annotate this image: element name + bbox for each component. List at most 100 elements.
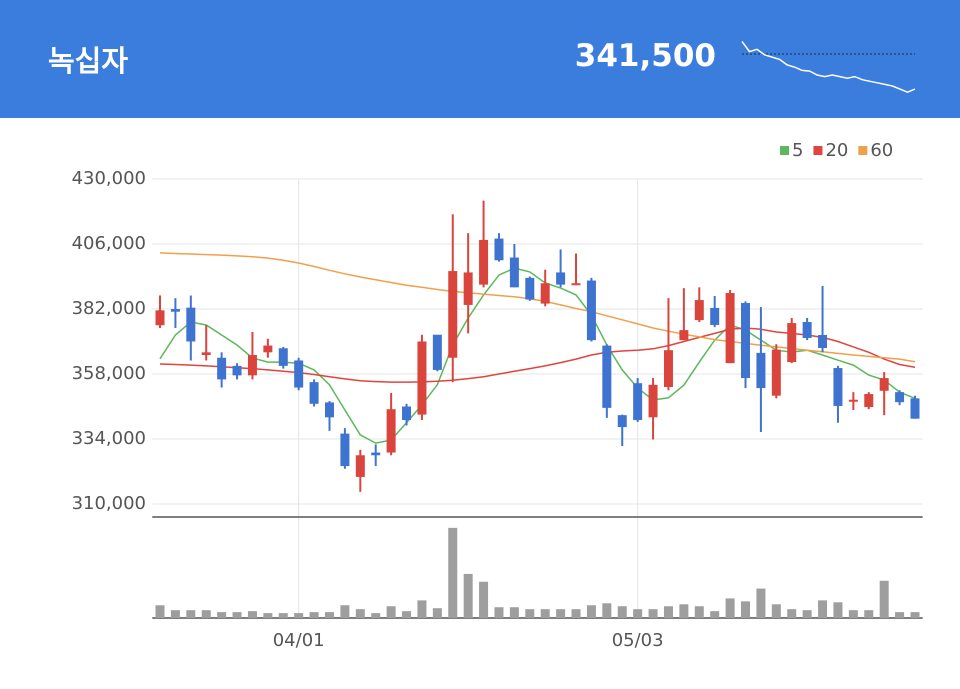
candle-body (679, 330, 689, 341)
x-tick-label: 04/01 (273, 630, 325, 651)
volume-bar (833, 602, 843, 618)
candle-body (324, 402, 334, 418)
candle-body (648, 384, 658, 418)
candle-body (895, 392, 905, 403)
candle-body (725, 293, 735, 364)
volume-bar (617, 606, 627, 618)
volume-bar (494, 607, 504, 618)
volume-bar (309, 612, 319, 618)
volume-bar (201, 610, 211, 618)
candle-body (448, 271, 458, 358)
ma-line (159, 267, 916, 444)
legend-swatch (858, 146, 868, 155)
candle-body (633, 383, 643, 421)
candle-body (417, 341, 427, 415)
stock-price: 341,500 (574, 38, 716, 74)
volume-bar (217, 612, 227, 618)
legend-swatch (813, 146, 823, 155)
volume-bar (278, 613, 288, 618)
candle-body (247, 355, 257, 376)
candle-body (509, 257, 519, 288)
volume-bar (355, 609, 365, 618)
candle-body (217, 357, 227, 380)
y-tick-label: 334,000 (72, 428, 146, 449)
volume-bar (263, 613, 273, 618)
x-tick-label: 05/03 (612, 630, 664, 651)
volume-bar (602, 603, 612, 618)
candle-body (879, 378, 889, 391)
volume-bar (802, 610, 812, 618)
legend-label: 5 (792, 140, 803, 161)
candle-body (386, 409, 396, 453)
volume-bar (648, 609, 658, 618)
candle-body (170, 309, 180, 312)
volume-bar (663, 606, 673, 618)
candle-body (309, 382, 319, 404)
volume-bar (402, 611, 412, 618)
candle-body (586, 280, 596, 341)
legend-label: 20 (825, 140, 848, 161)
volume-bar (879, 580, 889, 618)
candle-body (402, 406, 412, 421)
candle-body (355, 455, 365, 477)
volume-bar (586, 605, 596, 618)
volume-bar (371, 613, 381, 618)
candle-body (571, 283, 581, 286)
candle-body (617, 415, 627, 428)
stock-name: 녹십자 (48, 44, 129, 78)
volume-bar (571, 609, 581, 618)
volume-bar (725, 598, 735, 618)
sparkline (741, 41, 916, 94)
candle-body (479, 239, 489, 285)
candle-body (340, 433, 350, 467)
candle-body (371, 452, 381, 456)
y-tick-label: 382,000 (72, 298, 146, 319)
legend-label: 60 (870, 140, 893, 161)
volume-bar (294, 613, 304, 618)
candle-body (694, 300, 704, 321)
volume-bar (771, 604, 781, 618)
volume-bar (556, 609, 566, 618)
candle-body (663, 350, 673, 387)
candle-body (756, 352, 766, 389)
volume-bar (741, 601, 751, 618)
volume-bar (525, 609, 535, 618)
candle-body (278, 348, 288, 366)
candle-body (864, 394, 874, 408)
volume-bar (895, 612, 905, 618)
volume-bar (463, 573, 473, 618)
volume-bar (170, 610, 180, 618)
candle-body (741, 303, 751, 379)
candle-body (525, 277, 535, 300)
candle-body (848, 399, 858, 402)
volume-bar (155, 605, 165, 618)
y-tick-label: 358,000 (72, 363, 146, 384)
candle-body (494, 238, 504, 261)
volume-bar (710, 611, 720, 618)
volume-bar (479, 581, 489, 618)
volume-bar (679, 604, 689, 618)
candle-body (787, 323, 797, 363)
y-tick-label: 430,000 (72, 168, 146, 189)
candle-body (818, 335, 828, 348)
candle-body (833, 368, 843, 406)
y-tick-label: 406,000 (72, 233, 146, 254)
candle-body (432, 334, 442, 370)
volume-bar (386, 606, 396, 618)
candle-body (232, 365, 242, 376)
volume-bar (864, 610, 874, 618)
volume-bar (417, 600, 427, 618)
volume-bar (448, 527, 458, 618)
candle-body (463, 272, 473, 305)
volume-bar (324, 612, 334, 618)
candle-body (602, 345, 612, 408)
volume-bar (340, 605, 350, 618)
y-tick-label: 310,000 (72, 493, 146, 514)
candle-body (710, 307, 720, 325)
legend-swatch (780, 146, 789, 155)
candle-body (802, 322, 812, 338)
volume-bar (694, 606, 704, 618)
ma-line (159, 252, 916, 363)
